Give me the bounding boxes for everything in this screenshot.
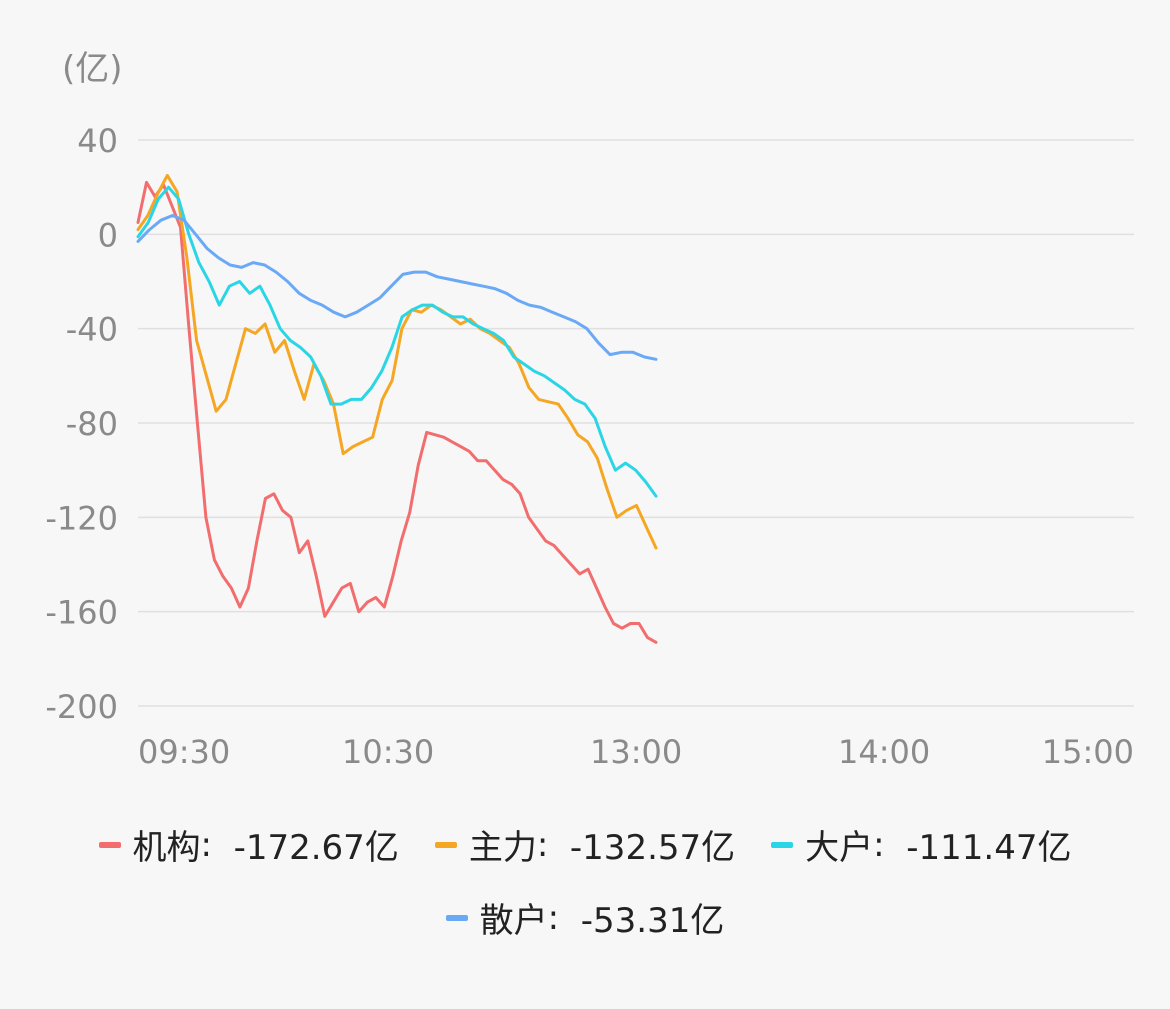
series-line-2 (136, 185, 658, 498)
y-tick-label: -200 (45, 688, 118, 726)
legend-label: 大户 (805, 828, 874, 868)
legend-value: -132.57亿 (569, 828, 736, 868)
legend-swatch-sanhu (445, 914, 468, 921)
legend-label: 机构 (132, 828, 201, 868)
x-tick-label: 14:00 (838, 733, 930, 771)
series-line-1 (136, 173, 658, 550)
legend-row-1: 机构: -172.67亿 主力: -132.57亿 大户: -111.47亿 (0, 820, 1170, 869)
series-line-3 (136, 214, 658, 361)
y-tick-label: -120 (45, 499, 118, 537)
legend-value: -111.47亿 (906, 828, 1072, 868)
legend-value: -53.31亿 (580, 901, 725, 941)
legend-swatch-jigou (98, 841, 121, 848)
legend-item-sanhu[interactable]: 散户: -53.31亿 (445, 893, 725, 942)
x-tick-label: 10:30 (342, 733, 434, 771)
legend-label: 散户 (479, 901, 548, 941)
y-axis-ticks: 40 0 -40 -80 -120 -160 -200 (45, 122, 118, 726)
series-lines (136, 173, 658, 644)
legend-label: 主力 (468, 828, 537, 868)
legend-swatch-zhuli (434, 841, 457, 848)
legend-item-jigou[interactable]: 机构: -172.67亿 (98, 820, 399, 869)
legend-row-2: 散户: -53.31亿 (0, 893, 1170, 942)
x-tick-label: 13:00 (590, 733, 682, 771)
y-tick-label: -160 (45, 594, 118, 632)
fund-flow-chart: (亿) 40 0 -40 -80 -120 -160 -200 09:30 10:30 13:0… (45, 49, 1134, 771)
y-tick-label: 40 (77, 122, 118, 160)
legend-item-zhuli[interactable]: 主力: -132.57亿 (434, 820, 736, 869)
series-line-0 (136, 180, 658, 644)
x-tick-label: 15:00 (1042, 733, 1134, 771)
legend-swatch-dahu (771, 841, 794, 848)
y-unit-label: (亿) (62, 49, 123, 89)
x-tick-label: 09:30 (138, 733, 230, 771)
y-tick-label: -40 (66, 311, 118, 349)
legend-item-dahu[interactable]: 大户: -111.47亿 (771, 820, 1071, 869)
grid-lines (138, 139, 1134, 707)
legend-value: -172.67亿 (233, 828, 399, 868)
y-tick-label: -80 (66, 405, 118, 443)
x-axis-ticks: 09:30 10:30 13:00 14:00 15:00 (138, 733, 1134, 771)
y-tick-label: 0 (98, 216, 118, 254)
